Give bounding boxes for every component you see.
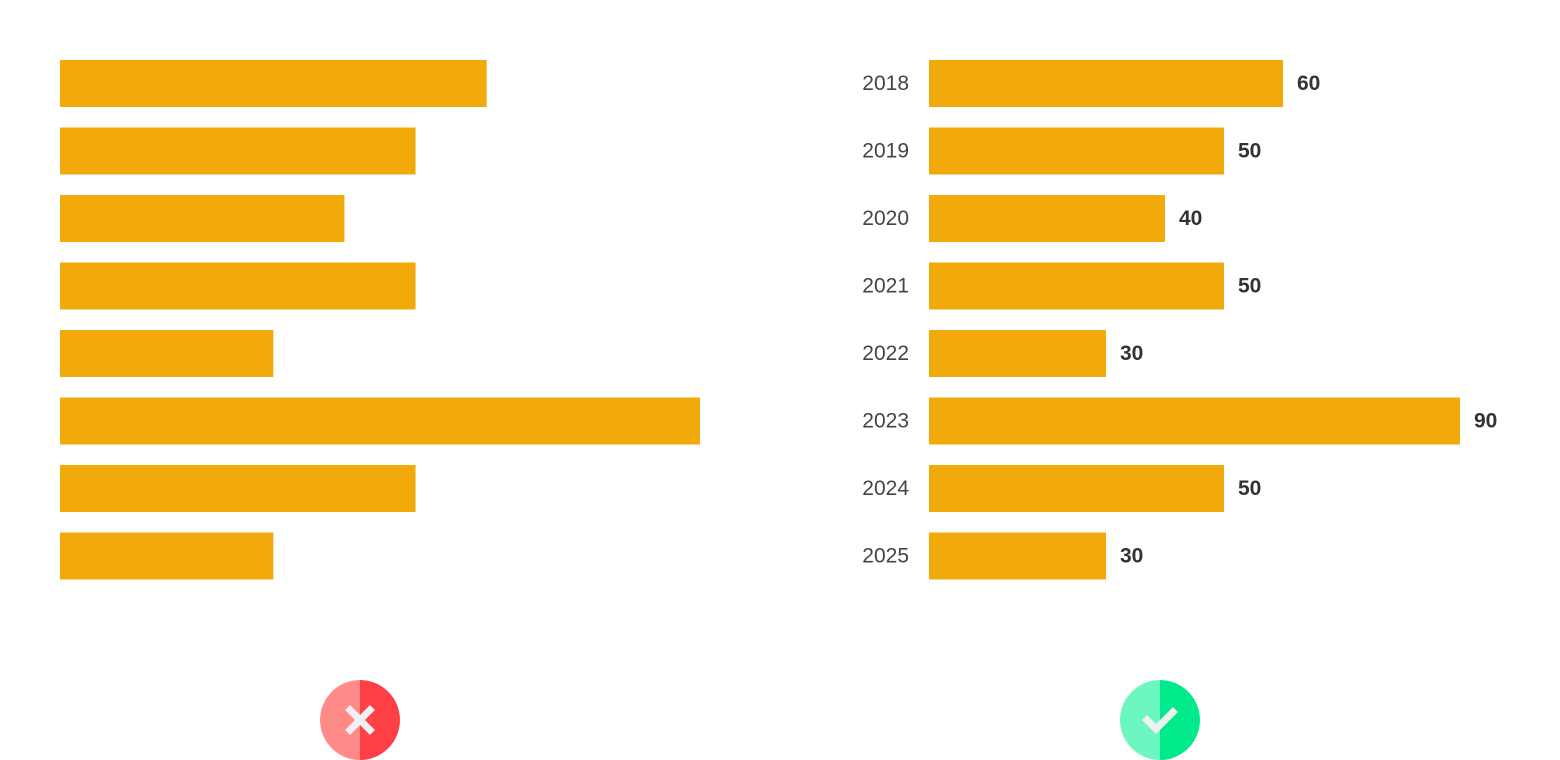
bar-4: [929, 330, 1106, 377]
bar-0: [929, 60, 1283, 107]
bar-0: [60, 60, 487, 107]
bar-7: [60, 532, 274, 580]
category-label: 2024: [862, 477, 909, 500]
value-label: 90: [1474, 410, 1497, 433]
category-label: 2022: [862, 342, 909, 365]
cross-icon: [320, 680, 400, 760]
category-label: 2018: [862, 72, 909, 95]
bar-5: [929, 397, 1460, 445]
value-label: 40: [1179, 207, 1202, 230]
category-label: 2020: [862, 207, 909, 230]
category-label: 2019: [862, 140, 909, 163]
bar-7: [929, 532, 1106, 580]
category-label: 2021: [862, 275, 909, 298]
value-label: 30: [1120, 342, 1143, 365]
check-icon: [1120, 680, 1200, 760]
value-label: 30: [1120, 545, 1143, 568]
bar-3: [60, 262, 416, 310]
bar-1: [60, 127, 416, 175]
value-label: 50: [1238, 477, 1261, 500]
value-label: 50: [1238, 275, 1261, 298]
bar-2: [60, 195, 345, 242]
bar-2: [929, 195, 1165, 242]
bad-example-panel: [60, 60, 700, 760]
bar-5: [60, 397, 700, 445]
category-label: 2025: [862, 545, 909, 568]
good-example-panel: 2018 60 2019 50 2020 40 2021 50 2022 30 2023 90 2024…: [780, 0, 1560, 760]
bar-6: [929, 465, 1224, 512]
bar-6: [60, 465, 416, 512]
bar-3: [929, 262, 1224, 310]
bar-4: [60, 330, 274, 377]
bar-1: [929, 127, 1224, 175]
category-label: 2023: [862, 410, 909, 433]
value-label: 60: [1297, 72, 1320, 95]
value-label: 50: [1238, 140, 1261, 163]
bad-example-bar-chart: [60, 60, 700, 580]
good-example-bar-chart: 2018 60 2019 50 2020 40 2021 50 2022 30 2023 90 2024…: [862, 60, 1497, 580]
